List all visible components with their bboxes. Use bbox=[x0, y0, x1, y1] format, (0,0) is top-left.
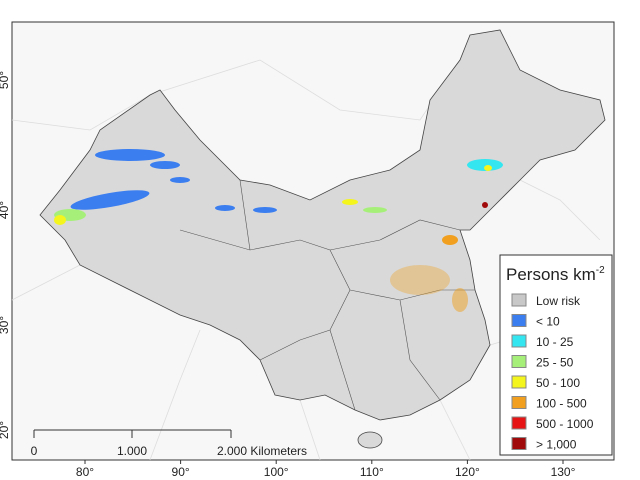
legend-label: < 10 bbox=[536, 315, 560, 329]
legend-swatch bbox=[511, 375, 527, 389]
latitude-label: 40° bbox=[0, 201, 11, 219]
legend-title-sup: -2 bbox=[596, 265, 605, 276]
province-borders bbox=[179, 179, 475, 411]
longitude-label: 130° bbox=[551, 465, 576, 479]
scale-label: 1.000 bbox=[117, 444, 147, 458]
legend-label: 10 - 25 bbox=[536, 335, 574, 349]
legend-swatch bbox=[511, 437, 527, 450]
legend-swatch bbox=[511, 416, 527, 430]
legend-swatch bbox=[511, 334, 527, 348]
longitude-label: 80° bbox=[76, 465, 94, 479]
legend-label: Low risk bbox=[536, 294, 581, 308]
longitude-label: 90° bbox=[172, 465, 190, 479]
legend-label: 100 - 500 bbox=[536, 397, 587, 411]
scale-bar bbox=[33, 429, 232, 438]
legend-label: 500 - 1000 bbox=[536, 417, 594, 431]
legend-title-text: Persons km bbox=[506, 265, 596, 284]
legend-title: Persons km-2 bbox=[506, 265, 605, 284]
legend-label: 50 - 100 bbox=[536, 376, 580, 390]
legend-swatch bbox=[511, 355, 527, 368]
scale-label: 0 bbox=[31, 444, 38, 458]
legend: Persons km-2 Low risk < 10 10 - 25 25 - 50 5… bbox=[499, 254, 613, 456]
legend-swatch bbox=[511, 314, 527, 327]
longitude-label: 110° bbox=[360, 465, 384, 479]
scale-label: 2.000 Kilometers bbox=[217, 444, 307, 458]
longitude-label: 120° bbox=[455, 465, 480, 479]
longitude-label: 100° bbox=[264, 465, 289, 479]
latitude-label: 20° bbox=[0, 421, 11, 439]
legend-swatch bbox=[511, 293, 527, 307]
legend-label: > 1,000 bbox=[536, 438, 577, 452]
latitude-label: 50° bbox=[0, 71, 11, 89]
latitude-label: 30° bbox=[0, 316, 11, 334]
legend-swatch bbox=[511, 396, 527, 409]
legend-label: 25 - 50 bbox=[536, 356, 574, 370]
risk-patches bbox=[54, 149, 503, 312]
hainan bbox=[357, 431, 383, 449]
